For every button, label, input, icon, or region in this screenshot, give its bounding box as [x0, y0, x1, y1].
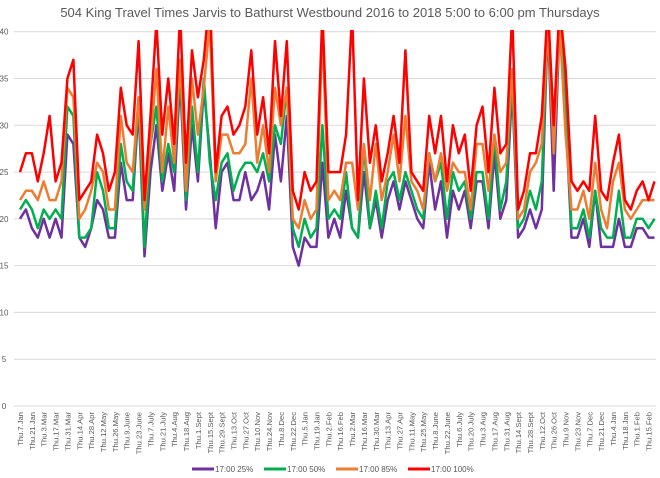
x-tick-label: Thu.7.Dec — [585, 412, 594, 447]
x-tick-label: Thu.3.Mar — [40, 412, 49, 447]
x-tick-label: Thu.26.May — [111, 412, 120, 452]
x-tick-label: Thu.8.Dec — [277, 412, 286, 447]
y-axis: 0 5 10 15 20 25 30 35 40 — [0, 28, 9, 411]
x-tick-label: Thu.27.Apr — [396, 412, 405, 450]
x-tick-label: Thu.3.Aug — [479, 412, 488, 447]
x-tick-label: Thu.6.July — [455, 412, 464, 447]
x-tick-label: Thu.8.June — [431, 412, 440, 450]
x-tick-label: Thu.19.Jan — [313, 412, 322, 450]
x-tick-label: Thu.16.Mar — [360, 412, 369, 451]
x-tick-label: Thu.10.Nov — [253, 412, 262, 451]
x-tick-label: Thu.28.Apr — [87, 412, 96, 450]
x-tick-label: Thu.28.Sept — [526, 411, 535, 453]
x-tick-label: Thu.2.Mar — [348, 412, 357, 447]
x-tick-label: Thu.22.June — [443, 412, 452, 454]
x-tick-label: Thu.7.Jan — [16, 412, 25, 446]
x-tick-label: Thu.5.Jan — [301, 412, 310, 446]
x-tick-label: Thu.11.May — [407, 412, 416, 452]
x-tick-label: Thu.27.Oct — [241, 411, 250, 449]
x-tick-label: Thu.24.Nov — [265, 412, 274, 451]
x-tick-label: Thu.9.Nov — [562, 412, 571, 447]
x-tick-label: Thu.1.Feb — [633, 412, 642, 447]
y-tick-label: 15 — [0, 262, 9, 271]
x-tick-label: Thu.2.Feb — [324, 412, 333, 447]
x-tick-label: Thu.17.Mar — [52, 412, 61, 451]
legend-label: 17:00 85% — [359, 465, 397, 474]
x-tick-label: Thu.23.Nov — [573, 412, 582, 451]
x-tick-label: Thu.16.Feb — [336, 412, 345, 451]
x-tick-label: Thu.21.Dec — [597, 412, 606, 451]
x-tick-label: Thu.14.Sept — [514, 411, 523, 453]
legend: 17:00 25% 17:00 50% 17:00 85% 17:00 100% — [192, 465, 474, 474]
series-line-3 — [18, 30, 656, 211]
y-tick-label: 0 — [2, 402, 7, 411]
legend-label: 17:00 25% — [215, 465, 253, 474]
series-lines — [18, 30, 656, 267]
y-tick-label: 40 — [0, 28, 9, 37]
x-tick-label: Thu.9.June — [123, 412, 132, 450]
y-tick-label: 25 — [0, 168, 9, 177]
x-tick-label: Thu.7.July — [146, 412, 155, 447]
x-tick-label: Thu.4.Jan — [609, 412, 618, 446]
x-tick-label: Thu.23.June — [135, 412, 144, 454]
x-tick-label: Thu.18.Jan — [621, 412, 630, 450]
x-tick-label: Thu.12.May — [99, 412, 108, 452]
x-tick-label: Thu.13.Oct — [229, 411, 238, 449]
x-tick-label: Thu.1.Sept — [194, 411, 203, 449]
x-tick-label: Thu.12.Oct — [538, 411, 547, 449]
x-tick-label: Thu.15.Feb — [645, 412, 654, 451]
x-tick-label: Thu.20.July — [467, 412, 476, 451]
x-tick-label: Thu.18.Aug — [182, 412, 191, 451]
y-tick-label: 20 — [0, 215, 9, 224]
x-tick-label: Thu.26.Oct — [550, 411, 559, 449]
legend-label: 17:00 100% — [431, 465, 474, 474]
x-tick-label: Thu.15.Sept — [206, 411, 215, 453]
x-tick-label: Thu.30.Mar — [372, 412, 381, 451]
x-tick-label: Thu.14.Apr — [75, 412, 84, 450]
x-tick-label: Thu.29.Sept — [218, 411, 227, 453]
y-tick-label: 10 — [0, 308, 9, 317]
chart-title: 504 King Travel Times Jarvis to Bathurst… — [60, 5, 600, 20]
y-tick-label: 5 — [2, 355, 7, 364]
x-tick-label: Thu.31.Mar — [63, 412, 72, 451]
y-tick-label: 35 — [0, 74, 9, 83]
x-tick-label: Thu.13.Apr — [384, 412, 393, 450]
x-tick-label: Thu.4.Aug — [170, 412, 179, 447]
x-tick-label: Thu.25.May — [419, 412, 428, 452]
x-tick-label: Thu.21.July — [158, 412, 167, 451]
x-tick-label: Thu.17.Aug — [490, 412, 499, 451]
x-tick-label: Thu.22.Dec — [289, 412, 298, 451]
x-axis: Thu.7.Jan Thu.21.Jan Thu.3.Mar Thu.17.Mar Th… — [16, 411, 654, 454]
x-tick-label: Thu.21.Jan — [28, 412, 37, 450]
y-tick-label: 30 — [0, 121, 9, 130]
x-tick-label: Thu.31.Aug — [502, 412, 511, 451]
legend-label: 17:00 50% — [287, 465, 325, 474]
